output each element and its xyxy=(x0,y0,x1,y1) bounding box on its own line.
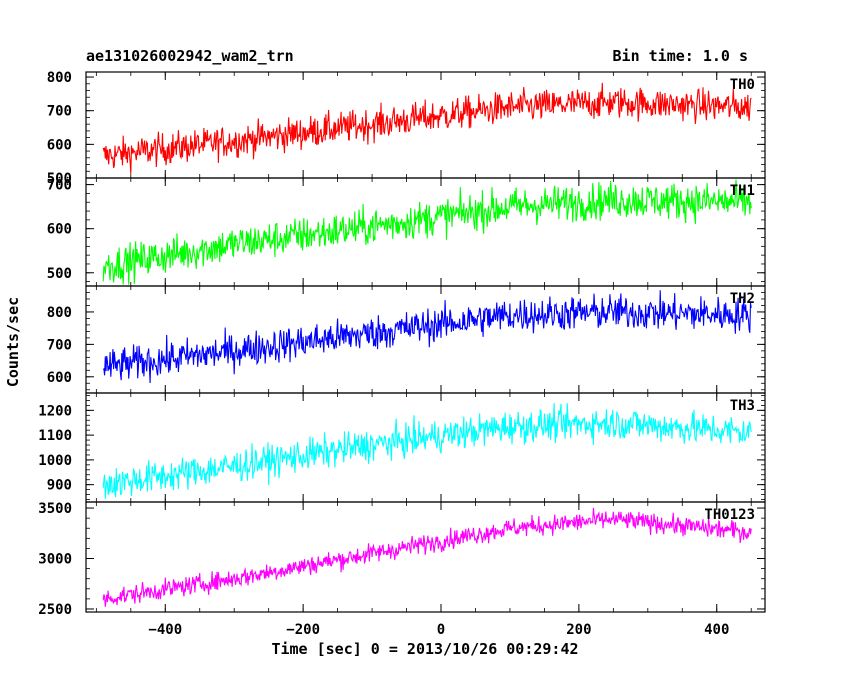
panel-th3: 900 1000 1100 1200 TH3 xyxy=(38,392,766,503)
panel-label: TH2 xyxy=(730,291,755,307)
y-tick-label: 700 xyxy=(47,104,72,120)
x-tick-label: −400 xyxy=(148,622,182,638)
y-tick-label: 700 xyxy=(47,178,72,194)
panels-group: 500 600 700 800 TH0 500 600 700 TH1 600 700 800 TH2 9… xyxy=(38,70,766,618)
panel-label: TH0 xyxy=(730,77,755,93)
y-tick-label: 1100 xyxy=(38,428,72,444)
y-tick-label: 1200 xyxy=(38,403,72,419)
x-axis-label: Time [sec] 0 = 2013/10/26 00:29:42 xyxy=(271,640,578,658)
y-tick-label: 900 xyxy=(47,478,72,494)
chart-title: ae131026002942_wam2_trn xyxy=(86,47,294,65)
panel-th1: 500 600 700 TH1 xyxy=(47,177,766,287)
bin-time-label: Bin time: 1.0 s xyxy=(613,47,748,65)
x-axis: −400 −200 0 200 400 xyxy=(148,622,729,638)
y-tick-label: 600 xyxy=(47,137,72,153)
y-axis-label: Counts/sec xyxy=(4,297,22,387)
y-tick-label: 600 xyxy=(47,370,72,386)
series-line-th0 xyxy=(102,82,752,174)
y-tick-label: 2500 xyxy=(38,602,72,618)
y-tick-label: 3000 xyxy=(38,552,72,568)
series-line-th2 xyxy=(102,290,752,384)
panel-frame xyxy=(85,501,766,613)
x-tick-label: 0 xyxy=(437,622,445,638)
panel-label: TH0123 xyxy=(704,507,755,523)
y-tick-label: 700 xyxy=(47,337,72,353)
y-tick-label: 1000 xyxy=(38,453,72,469)
y-tick-label: 800 xyxy=(47,70,72,86)
panel-label: TH3 xyxy=(730,398,755,414)
x-tick-label: −200 xyxy=(286,622,320,638)
y-tick-label: 500 xyxy=(47,266,72,282)
x-tick-label: 200 xyxy=(566,622,591,638)
x-tick-label: 400 xyxy=(704,622,729,638)
series-line-th0123 xyxy=(102,507,752,607)
y-tick-label: 500 xyxy=(47,171,72,187)
y-tick-label: 800 xyxy=(47,305,72,321)
y-tick-label: 3500 xyxy=(38,501,72,517)
series-line-th3 xyxy=(102,403,752,500)
panel-label: TH1 xyxy=(730,183,755,199)
panel-th0: 500 600 700 800 TH0 xyxy=(47,70,766,187)
y-tick-label: 600 xyxy=(47,222,72,238)
panel-th2: 600 700 800 TH2 xyxy=(47,285,766,394)
panel-th0123: 2500 3000 3500 TH0123 xyxy=(38,501,766,618)
series-line-th1 xyxy=(102,179,752,285)
